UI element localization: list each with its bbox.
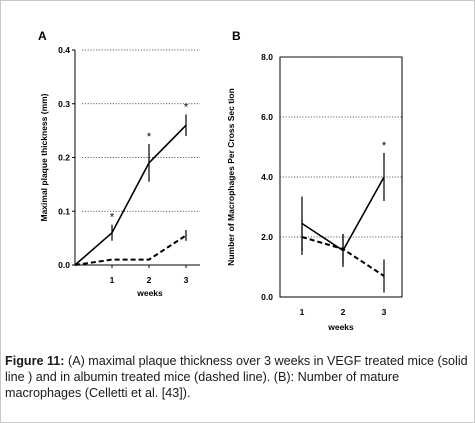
series-line-dashed <box>74 234 187 266</box>
x-axis-title: weeks <box>136 288 163 298</box>
y-tick-label: 4.0 <box>261 172 273 182</box>
y-axis-title: Number of Macrophages Per Cross Sec tion <box>226 88 236 266</box>
y-axis-title: Maximal plaque thickness (mm) <box>39 93 49 221</box>
y-tick-label: 6.0 <box>261 112 273 122</box>
significance-marker: * <box>110 212 115 224</box>
significance-marker: * <box>382 140 387 152</box>
panel-b-letter: B <box>232 29 241 43</box>
caption-text: (A) maximal plaque thickness over 3 week… <box>5 354 468 400</box>
y-tick-label: 2.0 <box>261 232 273 242</box>
panel-b-chart: B 0.0 2.0 4.0 6.0 8.0 1 2 3 weeks Number of Macrop… <box>226 29 403 332</box>
x-tick-label: 1 <box>300 307 305 317</box>
y-tick-label: 0.1 <box>58 206 70 216</box>
y-tick-label: 8.0 <box>261 52 273 62</box>
panel-a-letter: A <box>38 29 47 43</box>
y-tick-label: 0.3 <box>58 99 70 109</box>
x-tick-label: 3 <box>184 275 189 285</box>
significance-marker: * <box>147 131 152 143</box>
x-tick-label: 1 <box>110 275 115 285</box>
figure-caption: Figure 11: (A) maximal plaque thickness … <box>5 353 471 401</box>
y-tick-label: 0.4 <box>58 45 70 55</box>
figure-charts: A 0.0 0.1 0.2 0.3 0.4 1 2 3 weeks Maximal plaque t… <box>38 29 403 332</box>
panel-a-chart: A 0.0 0.1 0.2 0.3 0.4 1 2 3 weeks Maximal plaque t… <box>38 29 200 298</box>
caption-label: Figure 11: <box>5 354 65 368</box>
series-line-solid <box>74 124 187 266</box>
x-tick-label: 2 <box>341 307 346 317</box>
x-axis-title: weeks <box>327 322 354 332</box>
x-tick-label: 2 <box>147 275 152 285</box>
x-tick-label: 3 <box>382 307 387 317</box>
y-tick-label: 0.2 <box>58 153 70 163</box>
y-tick-label: 0.0 <box>261 292 273 302</box>
significance-marker: * <box>184 102 189 114</box>
y-tick-label: 0.0 <box>58 260 70 270</box>
